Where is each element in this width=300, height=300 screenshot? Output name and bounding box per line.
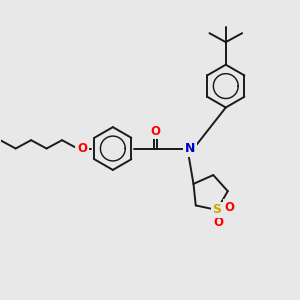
- Text: N: N: [185, 142, 195, 155]
- Text: S: S: [212, 203, 221, 216]
- Text: O: O: [213, 216, 224, 229]
- Text: O: O: [150, 125, 160, 138]
- Text: O: O: [224, 201, 234, 214]
- Text: O: O: [77, 142, 87, 155]
